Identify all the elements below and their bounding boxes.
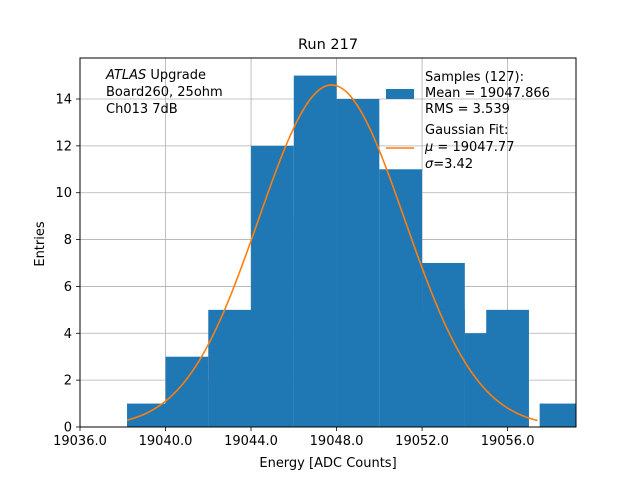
- y-tick-label: 10: [55, 186, 72, 201]
- annotation-text: Ch013 7dB: [106, 102, 178, 117]
- histogram-bar: [422, 309, 465, 427]
- legend-fit-text: μ = 19047.77: [424, 140, 514, 155]
- y-axis-ticks: 0 2 4 6 8 10 12 14: [55, 93, 80, 436]
- histogram-bar: [208, 309, 252, 427]
- x-axis-label: Energy [ADC Counts]: [259, 456, 396, 471]
- annotation-line: Ch013 7dB: [106, 102, 178, 117]
- annotation-line: ATLAS Upgrade: [105, 68, 206, 83]
- legend: Samples (127): Mean = 19047.866 RMS = 3.…: [386, 70, 550, 172]
- x-tick-label: 19044.0: [224, 434, 278, 449]
- legend-samples-text: Samples (127):: [425, 70, 524, 85]
- x-tick-label: 19036.0: [53, 434, 107, 449]
- histogram-bar: [379, 169, 423, 428]
- legend-fit-value: =3.42: [433, 157, 473, 172]
- legend-fit-symbol: σ: [425, 157, 434, 172]
- histogram-bar: [293, 75, 337, 428]
- histogram-bar: [251, 145, 294, 427]
- axes-frame: [79, 57, 577, 428]
- legend-samples-text: RMS = 3.539: [425, 102, 510, 117]
- annotation-italic-word: ATLAS: [105, 68, 146, 83]
- histogram-bar: [486, 309, 529, 427]
- annotation-text: Upgrade: [146, 68, 206, 83]
- y-tick-label: 6: [64, 280, 72, 295]
- x-tick-label: 19048.0: [310, 434, 364, 449]
- x-tick-label: 19040.0: [139, 434, 193, 449]
- legend-fit-text: σ=3.42: [425, 157, 473, 172]
- gaussian-fit-curve: [126, 84, 538, 422]
- legend-patch-samples: [386, 89, 414, 99]
- y-tick-label: 2: [64, 374, 72, 389]
- histogram-bars: [127, 75, 576, 428]
- histogram-bar: [336, 99, 380, 427]
- histogram-bar: [539, 403, 576, 427]
- annotation-text: Board260, 25ohm: [106, 85, 223, 100]
- y-tick-label: 8: [64, 233, 72, 248]
- gaussian-fit: [126, 84, 538, 422]
- x-tick-label: 19056.0: [481, 434, 535, 449]
- y-axis-label: Entries: [33, 221, 48, 267]
- legend-fit-symbol: μ: [424, 140, 433, 155]
- x-axis-ticks: 19036.0 19040.0 19044.0 19048.0 19052.0 19056…: [53, 427, 534, 449]
- histogram-bar: [165, 356, 209, 427]
- y-tick-label: 12: [55, 139, 72, 154]
- y-tick-label: 0: [64, 421, 72, 436]
- chart-title: Run 217: [298, 37, 358, 53]
- y-tick-label: 4: [64, 327, 72, 342]
- y-tick-label: 14: [55, 93, 72, 108]
- legend-fit-value: = 19047.77: [433, 140, 514, 155]
- atlas-annotation: ATLAS Upgrade Board260, 25ohm Ch013 7dB: [105, 68, 223, 117]
- histogram-bar: [127, 403, 170, 427]
- legend-samples-text: Mean = 19047.866: [425, 86, 550, 101]
- x-tick-label: 19052.0: [395, 434, 449, 449]
- annotation-line: Board260, 25ohm: [106, 85, 223, 100]
- legend-fit-text: Gaussian Fit:: [425, 123, 508, 138]
